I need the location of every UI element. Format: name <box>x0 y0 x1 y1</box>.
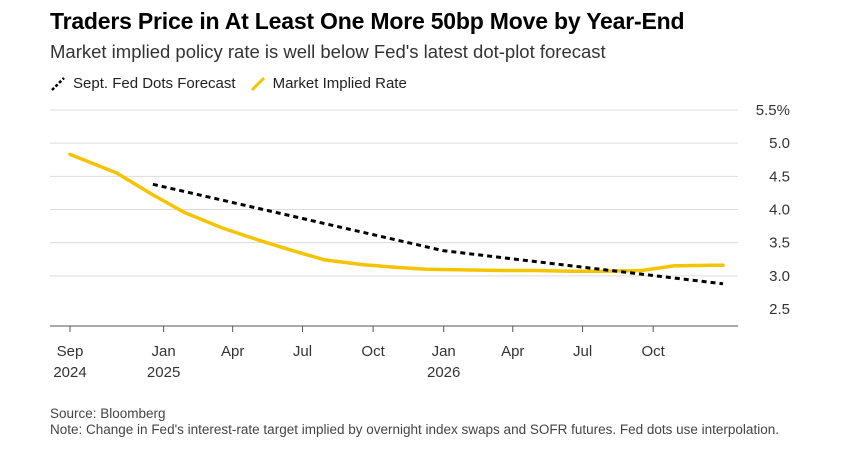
source-note: Source: Bloomberg <box>50 406 166 421</box>
legend-label-market-rate: Market Implied Rate <box>272 75 407 92</box>
series-line-market-rate <box>68 152 725 273</box>
x-tick-label: Jul <box>573 343 592 360</box>
x-tick-label: Jan <box>432 343 456 360</box>
line-chart: 2.5 3.0 3.5 4.0 4.5 5.0 5.5% Sep 2024 Jan 2025 Apr… <box>50 102 790 381</box>
x-tick-label: Oct <box>361 343 385 360</box>
legend-label-fed-dots: Sept. Fed Dots Forecast <box>73 75 236 92</box>
legend-swatch-dashed-icon <box>51 76 65 91</box>
x-tick-label: Jul <box>293 343 312 360</box>
series-line-fed-dots <box>152 182 724 286</box>
chart-legend: Sept. Fed Dots Forecast Market Implied R… <box>50 75 421 92</box>
y-axis-tick-labels: 2.5 3.0 3.5 4.0 4.5 5.0 5.5% <box>756 102 790 318</box>
y-tick-label: 5.0 <box>769 135 790 152</box>
x-tick-label: Apr <box>221 343 244 360</box>
series-lines <box>68 152 725 286</box>
legend-swatch-solid-icon <box>250 76 265 91</box>
x-tick-year-label: 2024 <box>53 364 86 381</box>
chart-title: Traders Price in At Least One More 50bp … <box>50 8 685 34</box>
grid-lines <box>50 109 738 277</box>
x-tick-year-label: 2025 <box>147 364 180 381</box>
x-tick-label: Apr <box>501 343 524 360</box>
chart-footer: Source: Bloomberg Note: Change in Fed's … <box>50 406 810 438</box>
legend-item-market-rate: Market Implied Rate <box>250 75 407 92</box>
y-tick-label: 4.0 <box>769 202 790 219</box>
y-tick-label: 4.5 <box>769 168 790 185</box>
x-axis: Sep 2024 Jan 2025 Apr Jul Oct Jan 2026 Apr Jul Oct <box>50 325 738 381</box>
x-tick-label: Sep <box>57 343 84 360</box>
x-tick-label: Jan <box>152 343 176 360</box>
y-tick-label: 3.5 <box>769 235 790 252</box>
x-tick-label: Oct <box>642 343 666 360</box>
y-tick-label: 2.5 <box>769 301 790 318</box>
y-tick-label: 3.0 <box>769 268 790 285</box>
methodology-note: Note: Change in Fed's interest-rate targ… <box>50 422 779 437</box>
y-tick-label: 5.5% <box>756 102 790 119</box>
x-tick-year-label: 2026 <box>427 364 460 381</box>
legend-item-fed-dots: Sept. Fed Dots Forecast <box>50 75 236 92</box>
chart-subtitle: Market implied policy rate is well below… <box>50 41 606 62</box>
